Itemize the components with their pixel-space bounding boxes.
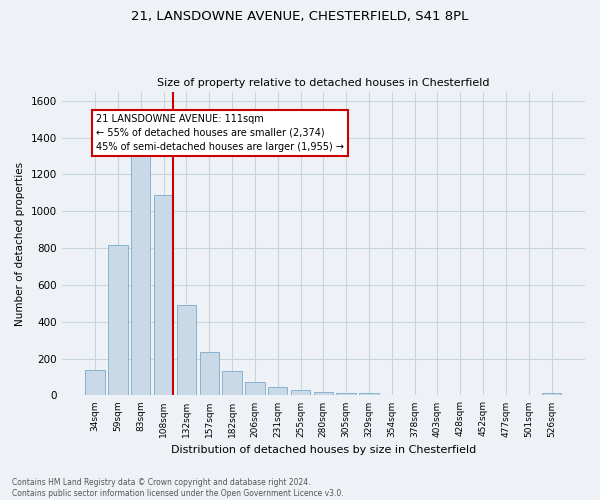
Bar bbox=[314, 392, 333, 396]
Bar bbox=[108, 246, 128, 396]
Bar bbox=[177, 305, 196, 396]
Bar bbox=[200, 352, 219, 396]
Y-axis label: Number of detached properties: Number of detached properties bbox=[15, 162, 25, 326]
Bar bbox=[154, 194, 173, 396]
Bar bbox=[245, 382, 265, 396]
Bar bbox=[291, 390, 310, 396]
Title: Size of property relative to detached houses in Chesterfield: Size of property relative to detached ho… bbox=[157, 78, 490, 88]
Bar bbox=[359, 392, 379, 396]
Bar bbox=[268, 387, 287, 396]
Bar bbox=[337, 392, 356, 396]
Bar bbox=[542, 392, 561, 396]
Bar bbox=[223, 370, 242, 396]
Bar bbox=[85, 370, 105, 396]
X-axis label: Distribution of detached houses by size in Chesterfield: Distribution of detached houses by size … bbox=[171, 445, 476, 455]
Text: 21, LANSDOWNE AVENUE, CHESTERFIELD, S41 8PL: 21, LANSDOWNE AVENUE, CHESTERFIELD, S41 … bbox=[131, 10, 469, 23]
Text: Contains HM Land Registry data © Crown copyright and database right 2024.
Contai: Contains HM Land Registry data © Crown c… bbox=[12, 478, 344, 498]
Bar bbox=[131, 156, 151, 396]
Text: 21 LANSDOWNE AVENUE: 111sqm
← 55% of detached houses are smaller (2,374)
45% of : 21 LANSDOWNE AVENUE: 111sqm ← 55% of det… bbox=[96, 114, 344, 152]
